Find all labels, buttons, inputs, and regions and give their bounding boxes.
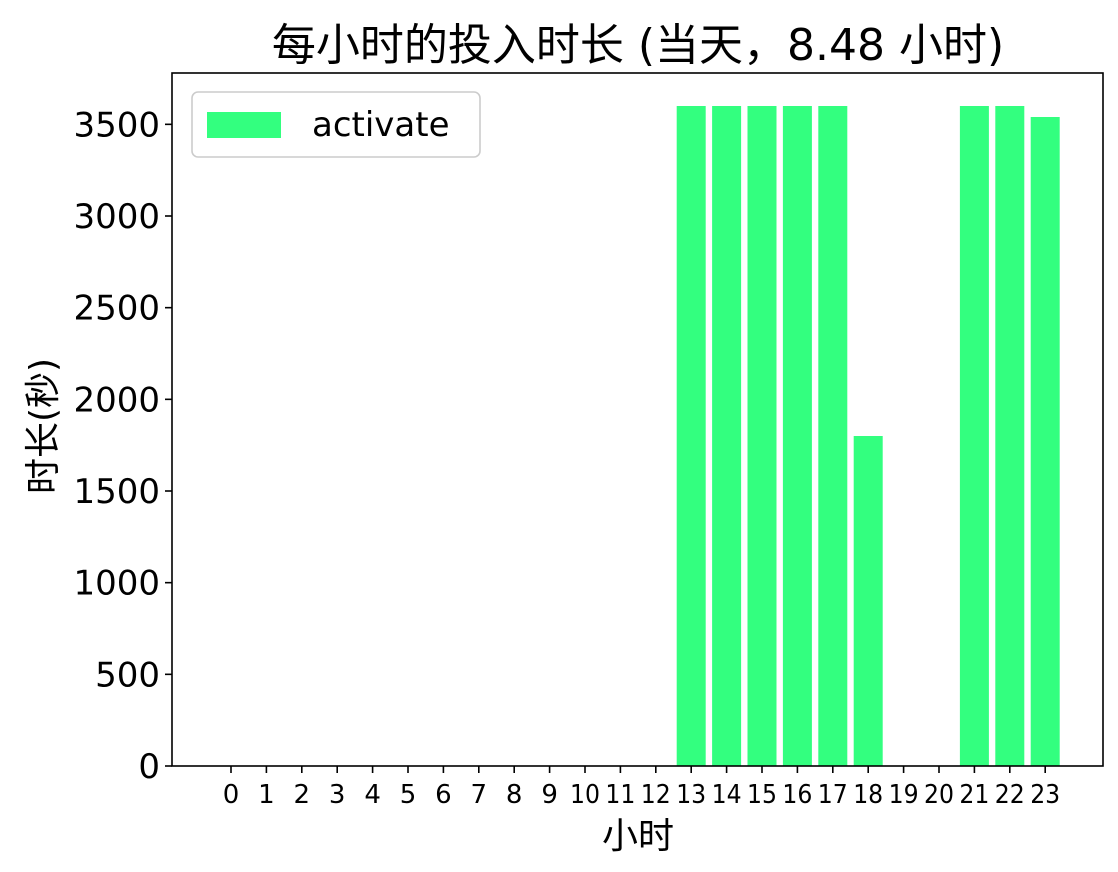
x-tick-label: 11 — [605, 780, 635, 810]
plot-frame — [171, 72, 1104, 767]
legend-swatch — [207, 112, 281, 138]
bar-hour-17 — [818, 106, 848, 766]
x-tick-label: 20 — [924, 780, 954, 810]
x-tick-label: 22 — [995, 780, 1025, 810]
x-tick-label: 4 — [364, 780, 381, 810]
bar-hour-22 — [995, 106, 1025, 766]
x-tick-label: 7 — [471, 780, 488, 810]
bar-hour-15 — [747, 106, 777, 766]
bars-layer — [676, 106, 1060, 766]
chart-title: 每小时的投入时长 (当天，8.48 小时) — [272, 20, 1004, 71]
y-tick-label: 1500 — [73, 472, 160, 512]
y-tick-label: 2000 — [73, 380, 160, 420]
x-tick-label: 10 — [570, 780, 600, 810]
x-tick-label: 0 — [223, 780, 240, 810]
x-tick-label: 3 — [329, 780, 346, 810]
bar-hour-21 — [959, 106, 989, 766]
x-tick-label: 12 — [641, 780, 671, 810]
x-tick-label: 16 — [782, 780, 812, 810]
x-tick-label: 18 — [853, 780, 883, 810]
bar-hour-16 — [782, 106, 812, 766]
x-tick-label: 19 — [889, 780, 919, 810]
x-tick-label: 13 — [676, 780, 706, 810]
y-tick-label: 2500 — [73, 289, 160, 329]
bar-hour-13 — [676, 106, 706, 766]
bar-hour-23 — [1030, 117, 1060, 766]
x-tick-label: 14 — [712, 780, 742, 810]
x-axis-label: 小时 — [602, 816, 674, 857]
x-tick-label: 21 — [959, 780, 989, 810]
x-tick-label: 2 — [294, 780, 311, 810]
x-tick-label: 5 — [400, 780, 417, 810]
x-tick-label: 8 — [506, 780, 523, 810]
y-axis-label: 时长(秒) — [23, 358, 64, 494]
y-tick-label: 3000 — [73, 197, 160, 237]
legend-frame — [191, 91, 481, 158]
x-tick-label: 1 — [258, 780, 275, 810]
y-axis: 0 500 1000 1500 2000 2500 3000 3500 — [73, 105, 172, 787]
y-tick-label: 0 — [138, 747, 160, 787]
x-tick-label: 15 — [747, 780, 777, 810]
legend: activate — [191, 91, 481, 158]
bar-hour-18 — [853, 436, 883, 766]
x-tick-label: 9 — [541, 780, 558, 810]
y-tick-label: 500 — [95, 655, 160, 695]
x-tick-label: 6 — [435, 780, 452, 810]
bar-hour-14 — [712, 106, 742, 766]
y-tick-label: 3500 — [73, 105, 160, 145]
x-tick-label: 23 — [1030, 780, 1060, 810]
x-tick-label: 17 — [818, 780, 848, 810]
x-axis: 0 1 2 3 4 5 6 7 8 9 10 11 12 13 14 15 16 17 18 19 20 21 22 23 — [223, 766, 1060, 810]
y-tick-label: 1000 — [73, 564, 160, 604]
legend-label: activate — [312, 105, 450, 145]
